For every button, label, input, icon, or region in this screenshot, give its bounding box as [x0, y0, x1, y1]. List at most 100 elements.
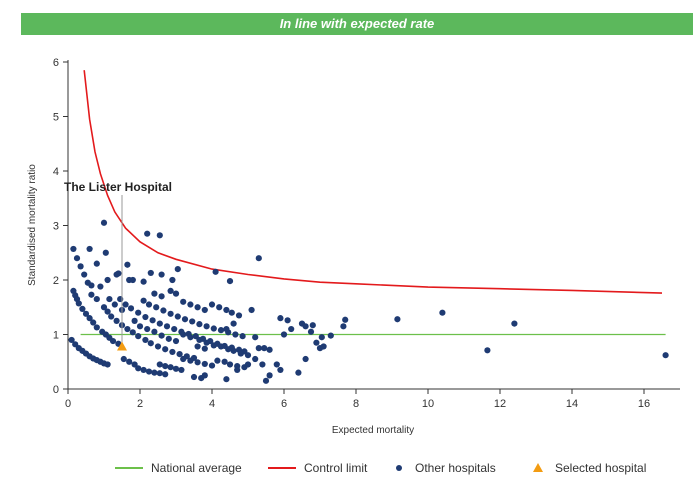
legend-national-average-label: National average	[151, 461, 242, 475]
legend-selected-hospital: Selected hospital	[533, 458, 646, 478]
other-hospital-point	[115, 270, 122, 277]
other-hospital-point	[169, 276, 176, 284]
other-hospital-point	[147, 269, 154, 277]
other-hospital-point	[120, 355, 127, 363]
other-hospital-point	[145, 301, 153, 308]
other-hospital-point	[208, 362, 216, 369]
other-hospital-point	[158, 293, 165, 300]
other-hospital-point	[232, 331, 239, 338]
other-hospital-point	[484, 347, 491, 354]
other-hospital-point	[136, 323, 144, 330]
other-hospital-point	[196, 336, 203, 344]
other-hospital-point	[81, 271, 88, 278]
other-hospital-point	[194, 304, 201, 311]
other-hospital-point	[394, 316, 401, 323]
other-hospital-point	[171, 325, 178, 333]
other-hospital-point	[203, 323, 210, 330]
other-hospital-point	[201, 306, 208, 314]
x-tick-label: 4	[209, 398, 215, 410]
other-hospital-point	[147, 340, 154, 347]
other-hospitals-swatch	[396, 465, 402, 471]
other-hospital-point	[208, 301, 216, 308]
y-tick-label: 4	[53, 166, 59, 178]
other-hospital-point	[237, 350, 244, 357]
other-hospital-point	[144, 325, 151, 333]
other-hospital-point	[230, 347, 237, 354]
other-hospital-point	[162, 346, 169, 353]
legend-control-limit: Control limit	[268, 458, 367, 478]
legend-other-hospitals: Other hospitals	[395, 458, 496, 478]
x-tick-label: 12	[494, 398, 506, 410]
other-hospital-point	[230, 320, 237, 327]
other-hospital-point	[100, 219, 108, 226]
x-tick-label: 14	[566, 398, 578, 410]
other-hospital-point	[194, 343, 201, 350]
other-hospital-point	[176, 351, 183, 358]
other-hospital-point	[79, 305, 86, 312]
other-hospital-point	[172, 365, 180, 372]
other-hospital-point	[86, 315, 93, 322]
other-hospital-point	[266, 346, 273, 353]
other-hospital-point	[190, 373, 198, 381]
other-hospital-point	[142, 313, 149, 321]
other-hospital-point	[169, 348, 176, 356]
selected-hospital-swatch	[533, 463, 543, 472]
other-hospital-point	[214, 357, 221, 364]
x-tick-label: 0	[65, 398, 71, 410]
other-hospital-point	[302, 323, 309, 330]
other-hospital-point	[135, 365, 142, 372]
other-hospital-point	[129, 329, 136, 336]
other-hospital-point	[142, 336, 149, 344]
other-hospital-point	[266, 372, 273, 379]
x-tick-label: 6	[281, 398, 287, 410]
other-hospital-point	[189, 318, 196, 325]
other-hospital-point	[113, 317, 120, 324]
other-hospital-point	[104, 361, 111, 368]
other-hospital-point	[244, 352, 252, 359]
other-hospital-point	[180, 355, 187, 363]
other-hospital-point	[149, 317, 156, 324]
x-tick-label: 10	[422, 398, 434, 410]
other-hospital-point	[261, 345, 268, 352]
other-hospital-point	[302, 355, 309, 363]
y-tick-label: 0	[53, 384, 59, 396]
other-hospital-point	[153, 304, 160, 311]
other-hospital-point	[93, 260, 100, 267]
other-hospital-point	[187, 334, 194, 341]
national-average-swatch	[115, 467, 143, 469]
other-hospital-point	[288, 325, 295, 333]
other-hospital-point	[181, 316, 189, 323]
other-hospital-point	[104, 276, 111, 284]
other-hospital-point	[88, 282, 95, 289]
other-hospital-point	[160, 307, 167, 314]
other-hospital-point	[226, 361, 234, 368]
control-limit-curve	[83, 70, 663, 294]
other-hospital-point	[93, 295, 100, 303]
other-hospital-point	[135, 333, 142, 340]
other-hospital-point	[140, 278, 147, 285]
other-hospital-point	[320, 343, 327, 350]
other-hospital-point	[439, 309, 446, 316]
other-hospital-point	[203, 339, 210, 346]
other-hospital-point	[210, 325, 217, 332]
chart-title-banner: In line with expected rate	[21, 13, 693, 35]
other-hospital-point	[277, 315, 284, 322]
other-hospital-point	[104, 308, 111, 315]
other-hospital-point	[244, 361, 252, 368]
other-hospital-point	[223, 325, 230, 333]
other-hospital-point	[252, 334, 259, 341]
other-hospital-point	[75, 300, 82, 307]
y-tick-label: 6	[53, 57, 59, 69]
other-hospital-point	[277, 366, 284, 374]
other-hospital-point	[234, 366, 241, 374]
x-axis-title: Expected mortality	[332, 425, 414, 436]
other-hospital-point	[255, 345, 262, 352]
other-hospital-point	[318, 334, 325, 341]
other-hospital-point	[167, 364, 174, 371]
legend-selected-hospital-label: Selected hospital	[555, 461, 647, 475]
other-hospital-point	[93, 324, 100, 331]
other-hospital-point	[187, 357, 194, 364]
other-hospital-point	[174, 313, 181, 320]
other-hospital-point	[167, 287, 174, 294]
other-hospital-point	[167, 310, 174, 317]
